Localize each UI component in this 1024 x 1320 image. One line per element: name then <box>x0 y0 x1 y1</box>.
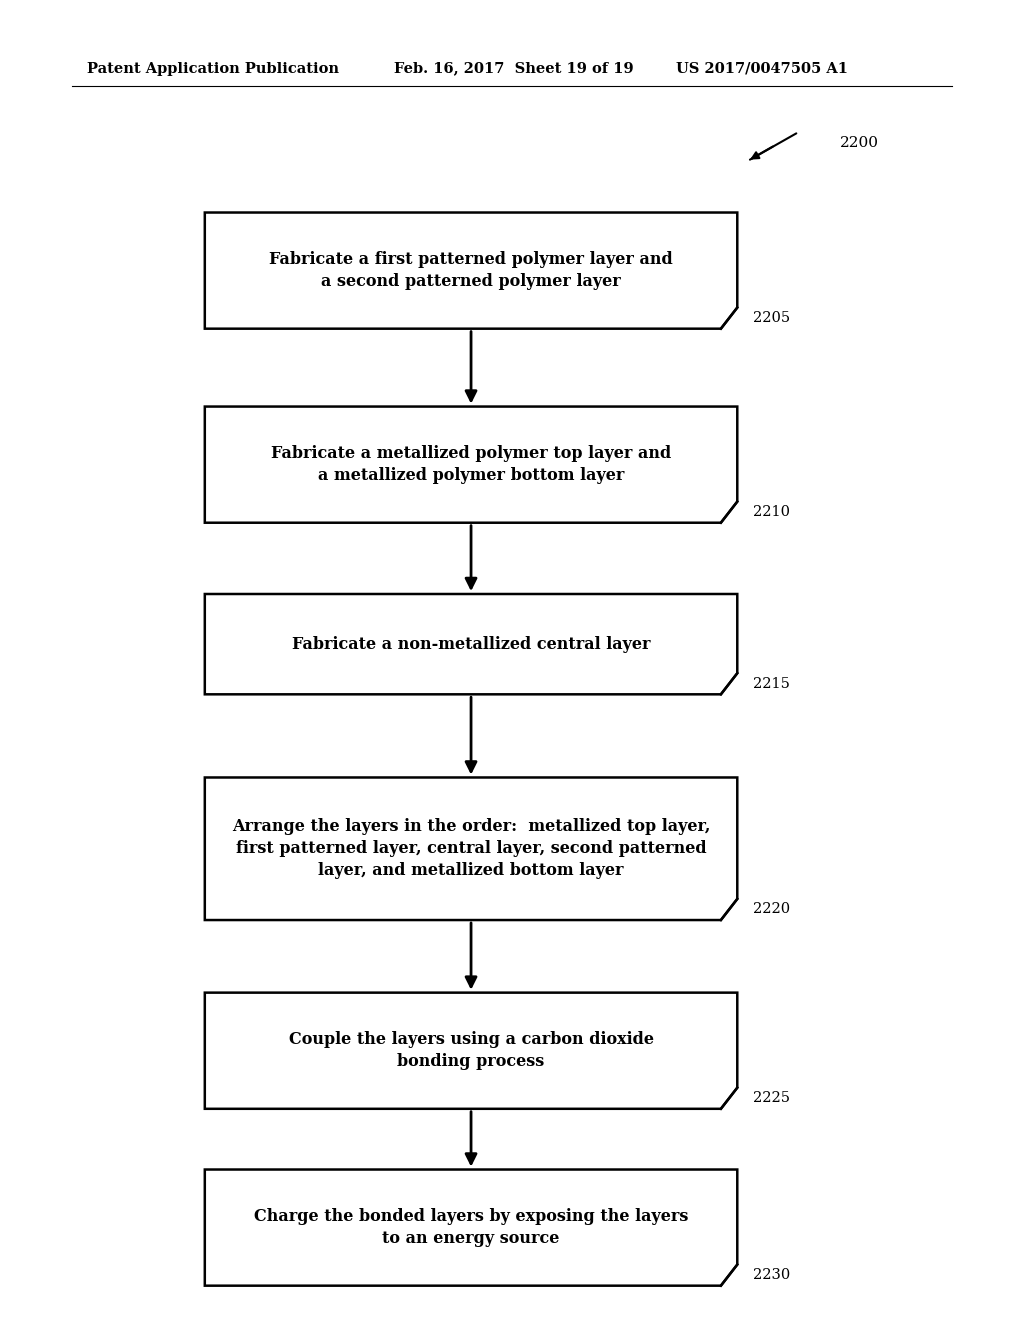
Text: 2225: 2225 <box>753 1092 790 1105</box>
Text: US 2017/0047505 A1: US 2017/0047505 A1 <box>676 62 848 75</box>
Polygon shape <box>205 993 737 1109</box>
Text: Arrange the layers in the order:  metallized top layer,
first patterned layer, c: Arrange the layers in the order: metalli… <box>231 818 711 879</box>
Text: Feb. 16, 2017  Sheet 19 of 19: Feb. 16, 2017 Sheet 19 of 19 <box>394 62 634 75</box>
Text: Fabricate a non-metallized central layer: Fabricate a non-metallized central layer <box>292 636 650 652</box>
Text: Fabricate a metallized polymer top layer and
a metallized polymer bottom layer: Fabricate a metallized polymer top layer… <box>271 445 671 484</box>
Polygon shape <box>205 213 737 329</box>
Text: 2220: 2220 <box>753 903 790 916</box>
Text: Couple the layers using a carbon dioxide
bonding process: Couple the layers using a carbon dioxide… <box>289 1031 653 1071</box>
Text: 2205: 2205 <box>753 312 790 325</box>
Text: Patent Application Publication: Patent Application Publication <box>87 62 339 75</box>
Polygon shape <box>205 1170 737 1286</box>
Text: 2210: 2210 <box>753 506 790 519</box>
Text: Charge the bonded layers by exposing the layers
to an energy source: Charge the bonded layers by exposing the… <box>254 1208 688 1247</box>
Polygon shape <box>205 777 737 920</box>
Text: 2215: 2215 <box>753 677 790 690</box>
Text: 2200: 2200 <box>840 136 879 149</box>
Polygon shape <box>205 407 737 523</box>
Text: 2230: 2230 <box>753 1269 790 1282</box>
Polygon shape <box>205 594 737 694</box>
Text: Fabricate a first patterned polymer layer and
a second patterned polymer layer: Fabricate a first patterned polymer laye… <box>269 251 673 290</box>
